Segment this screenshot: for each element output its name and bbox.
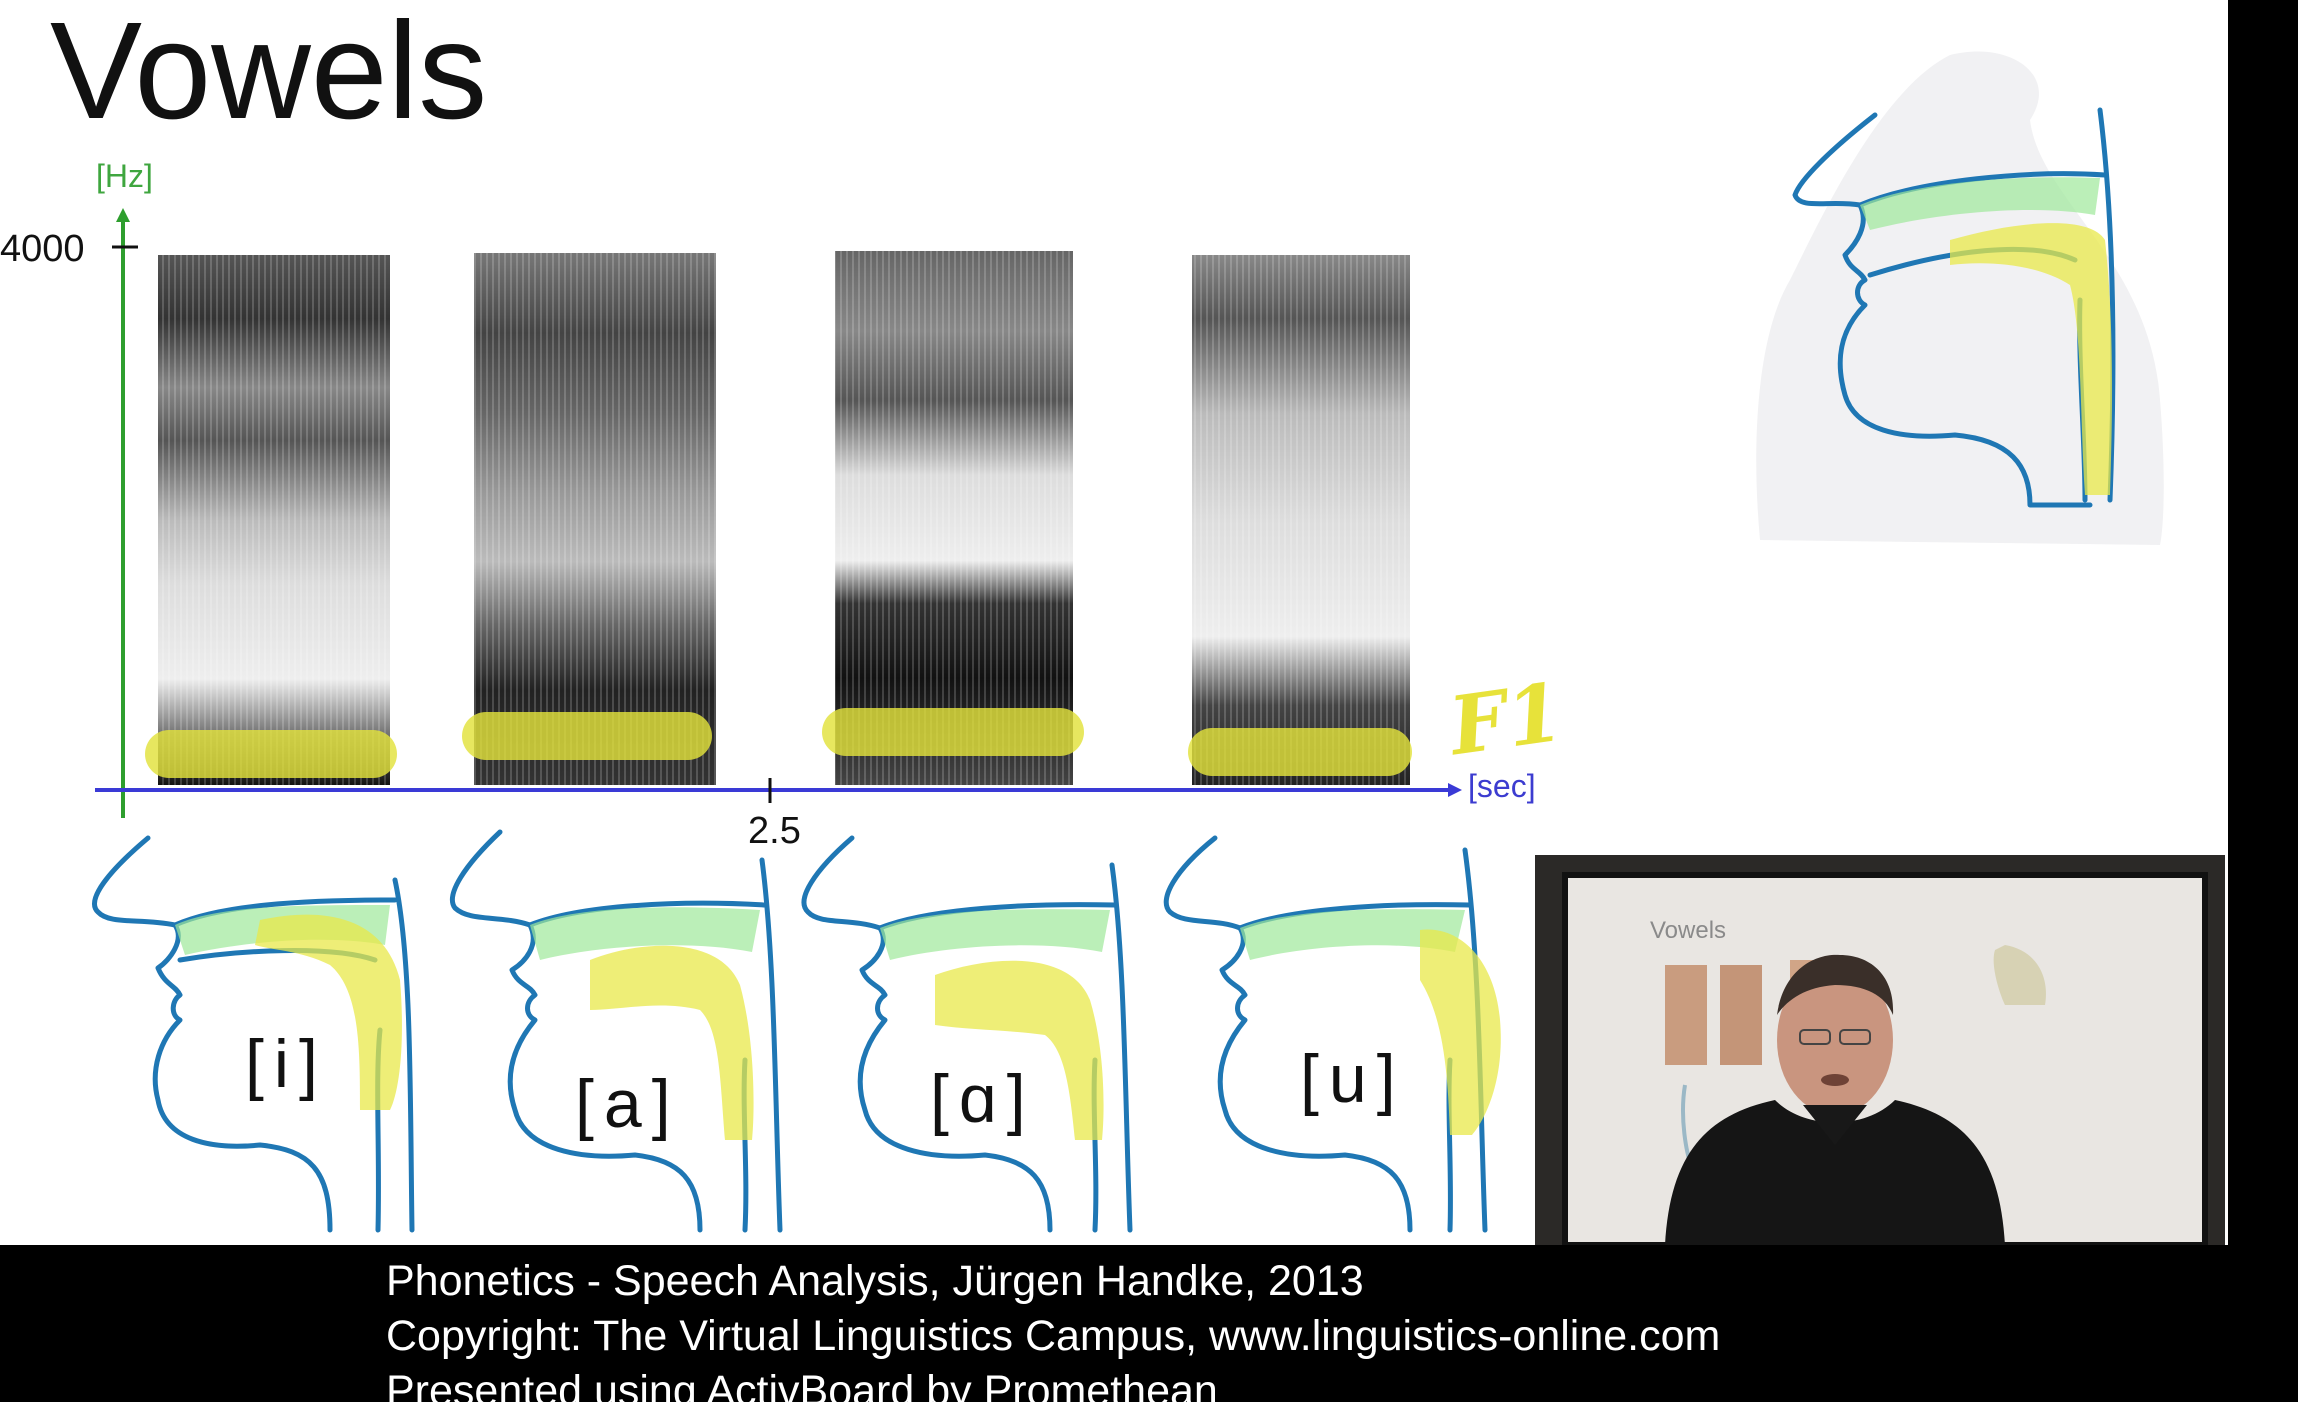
vowel-label-i: [i] [245,1026,328,1102]
spectrogram-block-u [1192,255,1410,785]
board-title: Vowels [1650,917,1727,944]
vocal-tract-diagrams [92,829,1501,1233]
presenter-scene [1535,855,2225,1245]
vocal-tract-u [1163,835,1501,1233]
footer-line-1: Phonetics - Speech Analysis, Jürgen Hand… [386,1257,1364,1305]
y-tick-label: 4000 [0,228,85,270]
footer-line-2: Copyright: The Virtual Linguistics Campu… [386,1312,1721,1360]
y-axis-unit: [Hz] [96,158,153,194]
caption-footer: Phonetics - Speech Analysis, Jürgen Hand… [0,1245,2298,1402]
vowel-label-ah: [ɑ] [930,1061,1036,1137]
vowel-label-a: [a] [575,1066,681,1142]
head-diagram [1756,51,2164,546]
formant-highlights [145,708,1412,778]
presenter-video[interactable]: Vowels [1535,855,2225,1245]
vowel-label-u: [u] [1300,1041,1406,1117]
vocal-tract-a [449,829,783,1233]
slide-title: Vowels [50,0,488,148]
x-tick-label: 2.5 [748,810,801,852]
x-axis-unit: [sec] [1468,768,1536,804]
footer-line-3: Presented using ActivBoard by Promethean [386,1367,1218,1402]
vocal-tract-ah [801,835,1133,1233]
right-border [2228,0,2298,1245]
slide: Vowels [0,0,2228,1245]
spectrogram-block-a [474,253,716,785]
spectrogram-figure [92,51,2164,1233]
spectrogram-block-i [158,255,390,785]
spectrogram-block-ah [835,251,1073,785]
formant-annotation: F1 [1444,664,1569,774]
vocal-tract-i [92,835,415,1233]
